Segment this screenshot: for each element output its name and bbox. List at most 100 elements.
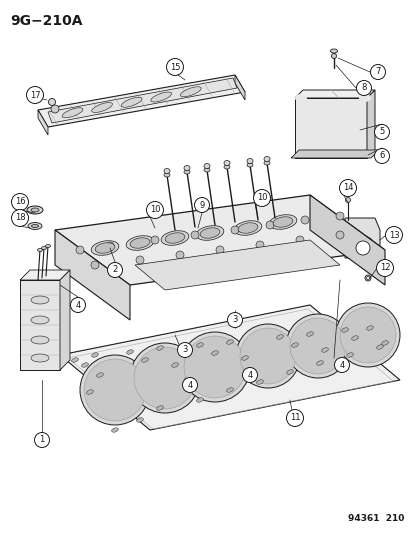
- Ellipse shape: [196, 343, 203, 347]
- Ellipse shape: [86, 390, 93, 394]
- Text: 17: 17: [30, 91, 40, 100]
- Ellipse shape: [161, 231, 188, 245]
- Text: 9: 9: [199, 200, 204, 209]
- Ellipse shape: [294, 94, 306, 102]
- Circle shape: [91, 261, 99, 269]
- Ellipse shape: [376, 345, 382, 349]
- Ellipse shape: [223, 165, 230, 169]
- Ellipse shape: [321, 348, 328, 352]
- Ellipse shape: [45, 245, 50, 247]
- Circle shape: [106, 242, 114, 250]
- Circle shape: [146, 201, 163, 219]
- Polygon shape: [309, 195, 384, 285]
- Ellipse shape: [164, 173, 170, 177]
- Ellipse shape: [141, 358, 148, 362]
- Ellipse shape: [31, 354, 49, 362]
- Ellipse shape: [273, 217, 292, 227]
- Ellipse shape: [62, 108, 83, 118]
- Text: 4: 4: [339, 360, 344, 369]
- Circle shape: [76, 246, 84, 254]
- Text: 1: 1: [39, 435, 45, 445]
- Text: 16: 16: [14, 198, 25, 206]
- Circle shape: [194, 198, 209, 213]
- Text: 18: 18: [14, 214, 25, 222]
- Ellipse shape: [183, 166, 190, 171]
- Text: 12: 12: [379, 263, 389, 272]
- Ellipse shape: [112, 428, 118, 432]
- Text: 11: 11: [289, 414, 299, 423]
- Ellipse shape: [91, 353, 98, 357]
- Polygon shape: [290, 150, 378, 158]
- Ellipse shape: [165, 233, 185, 243]
- Circle shape: [266, 221, 273, 229]
- Polygon shape: [366, 90, 374, 158]
- Text: 94361  210: 94361 210: [347, 514, 403, 523]
- Ellipse shape: [95, 243, 115, 253]
- Circle shape: [180, 332, 249, 402]
- Text: 5: 5: [378, 127, 384, 136]
- Ellipse shape: [150, 92, 171, 102]
- Circle shape: [242, 367, 257, 383]
- Ellipse shape: [247, 163, 252, 167]
- Ellipse shape: [276, 335, 282, 339]
- Text: 14: 14: [342, 183, 352, 192]
- Ellipse shape: [31, 336, 49, 344]
- Text: 10: 10: [150, 206, 160, 214]
- Ellipse shape: [381, 341, 387, 345]
- Circle shape: [134, 347, 195, 409]
- Circle shape: [339, 307, 395, 363]
- Ellipse shape: [31, 208, 39, 212]
- Ellipse shape: [48, 99, 55, 106]
- Ellipse shape: [51, 105, 59, 113]
- Circle shape: [216, 246, 223, 254]
- Ellipse shape: [180, 87, 201, 97]
- Polygon shape: [344, 218, 379, 270]
- Ellipse shape: [196, 398, 203, 402]
- Ellipse shape: [130, 238, 150, 248]
- Ellipse shape: [234, 221, 261, 235]
- Ellipse shape: [346, 353, 353, 357]
- Ellipse shape: [204, 164, 209, 168]
- Circle shape: [286, 409, 303, 426]
- Ellipse shape: [28, 222, 42, 230]
- Circle shape: [335, 212, 343, 220]
- Ellipse shape: [81, 363, 88, 367]
- Circle shape: [26, 86, 43, 103]
- Circle shape: [12, 193, 28, 211]
- Ellipse shape: [330, 49, 337, 53]
- Polygon shape: [55, 230, 130, 320]
- Polygon shape: [294, 98, 366, 158]
- Circle shape: [356, 80, 370, 95]
- Circle shape: [84, 359, 146, 421]
- Polygon shape: [38, 110, 48, 135]
- Ellipse shape: [351, 336, 358, 340]
- Ellipse shape: [164, 168, 170, 174]
- Circle shape: [227, 312, 242, 327]
- Circle shape: [374, 149, 389, 164]
- Ellipse shape: [341, 328, 347, 332]
- Circle shape: [370, 64, 385, 79]
- Polygon shape: [20, 270, 70, 280]
- Text: 15: 15: [169, 62, 180, 71]
- Polygon shape: [55, 195, 384, 285]
- Ellipse shape: [306, 332, 313, 336]
- Polygon shape: [60, 270, 70, 370]
- Text: 13: 13: [388, 230, 399, 239]
- Ellipse shape: [96, 373, 103, 377]
- Circle shape: [334, 358, 349, 373]
- Ellipse shape: [31, 224, 38, 228]
- Circle shape: [289, 318, 345, 374]
- Text: 8: 8: [361, 84, 366, 93]
- Circle shape: [300, 216, 308, 224]
- Circle shape: [385, 227, 401, 244]
- Ellipse shape: [91, 241, 119, 255]
- Text: 7: 7: [375, 68, 380, 77]
- Circle shape: [230, 226, 238, 234]
- Ellipse shape: [211, 351, 218, 355]
- Ellipse shape: [237, 223, 257, 233]
- Circle shape: [355, 241, 369, 255]
- Ellipse shape: [71, 358, 78, 362]
- Ellipse shape: [31, 296, 49, 304]
- Circle shape: [70, 297, 85, 312]
- Ellipse shape: [204, 168, 209, 172]
